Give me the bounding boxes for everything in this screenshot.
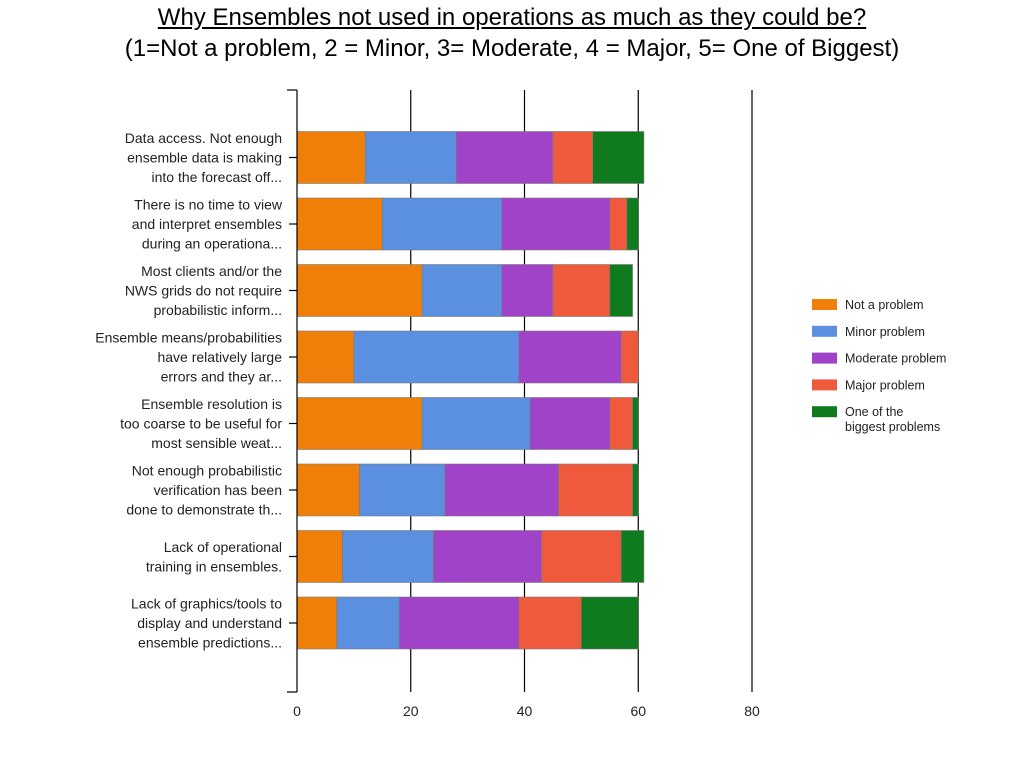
- legend: Not a problem Minor problem Moderate probl…: [812, 298, 946, 434]
- x-tick-labels: 0 20 40 60 80: [293, 703, 760, 719]
- legend-swatch-2: [812, 325, 837, 337]
- bar-segment-8-series-4: [518, 596, 582, 650]
- category-label-3-line-1: Most clients and/or the: [141, 263, 282, 279]
- legend-swatch-3: [812, 352, 837, 364]
- category-label-5-line-1: Ensemble resolution is: [141, 396, 282, 412]
- legend-label-1: Not a problem: [845, 298, 924, 312]
- bar-segment-5-series-1: [296, 397, 423, 450]
- bar-segment-6-series-3: [444, 463, 559, 517]
- bar-segment-3-series-5: [609, 264, 633, 317]
- bar-segment-1-series-3: [455, 131, 554, 184]
- category-label-5-line-2: too coarse to be useful for: [120, 416, 282, 432]
- x-tick-label-40: 40: [517, 703, 533, 719]
- bar-segment-1-series-4: [552, 131, 594, 184]
- bar-segment-2-series-1: [296, 197, 383, 251]
- bar-segment-3-series-3: [501, 264, 554, 317]
- bar-segment-8-series-5: [581, 596, 639, 650]
- category-label-6-line-3: done to demonstrate th...: [126, 502, 282, 518]
- category-label-2-line-2: and interpret ensembles: [132, 216, 282, 232]
- category-label-3-line-2: NWS grids do not require: [125, 283, 282, 299]
- category-label-2-line-3: during an operationa...: [142, 236, 282, 252]
- bar-segment-4-series-2: [353, 330, 520, 384]
- chart-title: Why Ensembles not used in operations as …: [0, 4, 1024, 66]
- legend-swatch-1: [812, 299, 837, 310]
- category-label-1-line-1: Data access. Not enough: [125, 130, 282, 146]
- category-label-4-line-3: errors and they ar...: [161, 369, 282, 385]
- bar-segment-8-series-3: [399, 596, 520, 650]
- bar-segment-6-series-4: [558, 463, 633, 517]
- bar-segment-2-series-2: [382, 197, 503, 251]
- bar-segment-3-series-1: [296, 264, 423, 317]
- bar-segment-5-series-2: [421, 397, 531, 450]
- category-label-7-line-1: Lack of operational: [164, 539, 282, 555]
- bar-segment-3-series-2: [421, 264, 503, 317]
- category-label-5-line-3: most sensible weat...: [151, 435, 282, 451]
- bar-segment-1-series-1: [296, 131, 366, 184]
- bar-segment-2-series-4: [609, 197, 628, 251]
- bar-segment-5-series-4: [609, 397, 633, 450]
- bar-segment-6-series-1: [296, 463, 360, 517]
- bar-segment-6-series-5: [632, 463, 639, 517]
- x-tick-label-80: 80: [744, 703, 760, 719]
- legend-swatch-4: [812, 379, 837, 391]
- bar-segment-4-series-4: [620, 330, 639, 384]
- legend-label-2: Minor problem: [845, 325, 925, 339]
- bar-segment-7-series-3: [433, 530, 542, 583]
- category-label-8-line-3: ensemble predictions...: [138, 635, 282, 651]
- bar-segment-6-series-2: [359, 463, 446, 517]
- category-label-7-line-2: training in ensembles.: [146, 558, 282, 574]
- category-label-6-line-1: Not enough probabilistic: [132, 463, 282, 479]
- bar-segment-4-series-1: [296, 330, 355, 384]
- legend-label-5-line-2: biggest problems: [845, 420, 940, 434]
- bar-segment-1-series-2: [364, 131, 457, 184]
- category-label-1-line-2: ensemble data is making: [127, 150, 282, 166]
- x-tick-label-20: 20: [403, 703, 419, 719]
- bar-segment-5-series-3: [529, 397, 611, 450]
- chart-title-line2: (1=Not a problem, 2 = Minor, 3= Moderate…: [124, 35, 900, 62]
- category-label-3-line-3: probabilistic inform...: [154, 302, 282, 318]
- bar-segment-4-series-3: [518, 330, 622, 384]
- category-labels: Data access. Not enough ensemble data is …: [95, 130, 283, 651]
- bar-segment-2-series-5: [626, 197, 639, 251]
- x-tick-label-60: 60: [630, 703, 646, 719]
- axis-layer: [287, 89, 298, 693]
- legend-label-5-line-1: One of the: [845, 405, 903, 419]
- bar-segment-1-series-5: [592, 131, 645, 184]
- bars-layer: [296, 131, 645, 650]
- grid-layer: [410, 90, 753, 692]
- category-label-8-line-2: display and understand: [137, 615, 282, 631]
- category-label-6-line-2: verification has been: [154, 482, 282, 498]
- category-label-1-line-3: into the forecast off...: [152, 169, 282, 185]
- bar-segment-8-series-2: [336, 596, 400, 650]
- category-label-4-line-2: have relatively large: [157, 349, 282, 365]
- chart-title-line1: Why Ensembles not used in operations as …: [157, 4, 867, 31]
- category-label-2-line-1: There is no time to view: [134, 197, 283, 213]
- bar-segment-8-series-1: [296, 596, 338, 650]
- bar-segment-7-series-4: [541, 530, 622, 583]
- legend-swatch-5: [812, 406, 837, 418]
- category-label-4-line-1: Ensemble means/probabilities: [95, 330, 282, 346]
- x-tick-label-0: 0: [293, 703, 301, 719]
- bar-segment-2-series-3: [501, 197, 611, 251]
- legend-label-4: Major problem: [845, 378, 925, 392]
- bar-segment-3-series-4: [552, 264, 611, 317]
- bar-segment-5-series-5: [632, 397, 639, 450]
- bar-segment-7-series-5: [620, 530, 645, 583]
- bar-segment-7-series-1: [296, 530, 343, 583]
- category-label-8-line-1: Lack of graphics/tools to: [131, 596, 282, 612]
- legend-label-3: Moderate problem: [845, 352, 946, 366]
- bar-segment-7-series-2: [342, 530, 434, 583]
